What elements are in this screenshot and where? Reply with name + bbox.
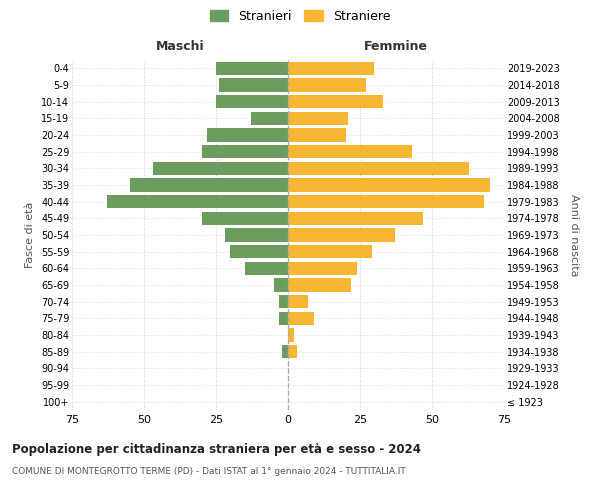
Bar: [288, 295, 308, 308]
Bar: [288, 312, 314, 325]
Legend: Stranieri, Straniere: Stranieri, Straniere: [206, 6, 394, 26]
Bar: [219, 78, 288, 92]
Bar: [288, 78, 366, 92]
Bar: [280, 312, 288, 325]
Bar: [288, 278, 352, 291]
Bar: [288, 128, 346, 141]
Text: Popolazione per cittadinanza straniera per età e sesso - 2024: Popolazione per cittadinanza straniera p…: [12, 442, 421, 456]
Bar: [288, 328, 294, 342]
Bar: [288, 162, 469, 175]
Bar: [208, 128, 288, 141]
Bar: [224, 228, 288, 241]
Bar: [288, 178, 490, 192]
Bar: [274, 278, 288, 291]
Bar: [288, 145, 412, 158]
Bar: [130, 178, 288, 192]
Bar: [282, 345, 288, 358]
Bar: [288, 245, 371, 258]
Bar: [251, 112, 288, 125]
Bar: [245, 262, 288, 275]
Bar: [288, 228, 395, 241]
Bar: [288, 212, 424, 225]
Y-axis label: Anni di nascita: Anni di nascita: [569, 194, 579, 276]
Bar: [216, 62, 288, 75]
Bar: [107, 195, 288, 208]
Bar: [152, 162, 288, 175]
Text: Femmine: Femmine: [364, 40, 428, 54]
Bar: [288, 62, 374, 75]
Bar: [230, 245, 288, 258]
Text: COMUNE DI MONTEGROTTO TERME (PD) - Dati ISTAT al 1° gennaio 2024 - TUTTITALIA.IT: COMUNE DI MONTEGROTTO TERME (PD) - Dati …: [12, 468, 406, 476]
Bar: [288, 345, 296, 358]
Bar: [288, 112, 349, 125]
Bar: [280, 295, 288, 308]
Text: Maschi: Maschi: [155, 40, 205, 54]
Bar: [216, 95, 288, 108]
Bar: [288, 195, 484, 208]
Bar: [202, 145, 288, 158]
Y-axis label: Fasce di età: Fasce di età: [25, 202, 35, 268]
Bar: [202, 212, 288, 225]
Bar: [288, 95, 383, 108]
Bar: [288, 262, 357, 275]
